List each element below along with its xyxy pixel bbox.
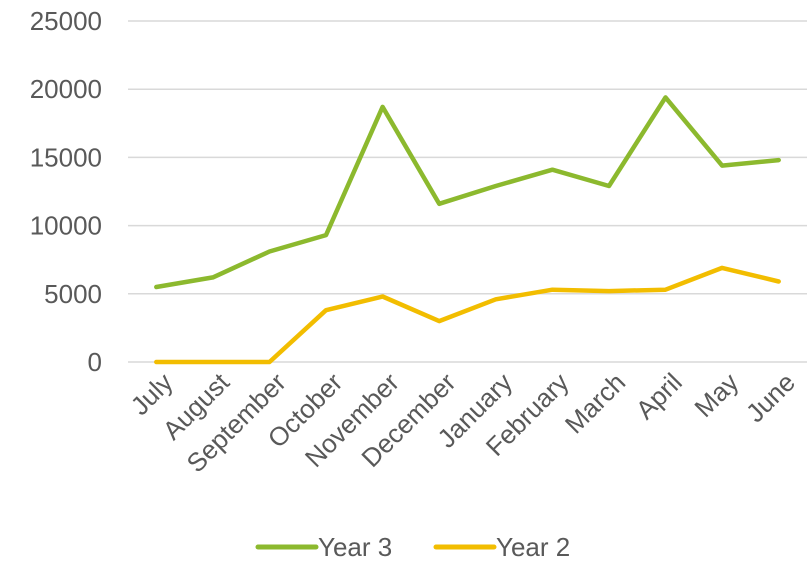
series-lines (154, 95, 781, 365)
x-tick-label: April (630, 367, 688, 425)
x-tick-label: March (559, 367, 631, 439)
y-tick-label: 20000 (30, 74, 102, 104)
series-line-year-3 (154, 95, 781, 290)
y-tick-label: 15000 (30, 142, 102, 172)
y-tick-label: 25000 (30, 6, 102, 36)
gridlines (128, 20, 807, 363)
x-tick-label: May (688, 367, 744, 423)
legend-label: Year 2 (496, 532, 570, 562)
legend: Year 3 Year 2 (255, 532, 570, 562)
x-axis-ticks: JulyAugustSeptemberOctoberNovemberDecemb… (125, 366, 801, 478)
x-tick-label: June (740, 367, 801, 428)
y-tick-label: 10000 (30, 211, 102, 241)
y-tick-label: 0 (88, 347, 102, 377)
series-line-year-2 (154, 265, 781, 365)
legend-label: Year 3 (318, 532, 392, 562)
y-axis-ticks: 0 5000 10000 15000 20000 25000 (30, 6, 102, 377)
y-tick-label: 5000 (44, 279, 102, 309)
